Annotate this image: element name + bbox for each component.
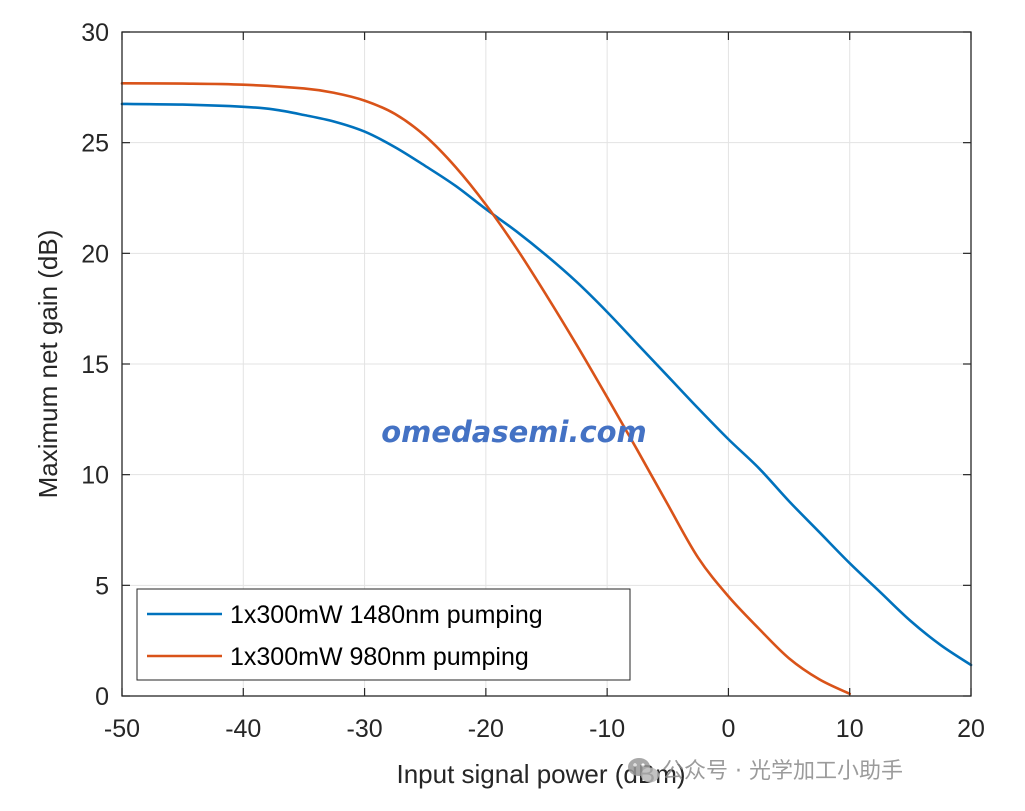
axis-tick-labels: -50 -40 -30 -20 -10 0 10 20 0 5 10 15 20 25 30 [81, 19, 985, 743]
y-tick-label: 30 [81, 19, 109, 47]
watermark-text: omedasemi.com [381, 415, 647, 449]
y-tick-label: 15 [81, 351, 109, 379]
y-tick-label: 0 [95, 683, 109, 711]
x-tick-label: -10 [589, 715, 625, 743]
x-tick-label: -30 [347, 715, 383, 743]
legend-box [136, 588, 631, 681]
legend-label-1480nm: 1x300mW 1480nm pumping [230, 601, 543, 629]
footer-text: 公众号 · 光学加工小助手 [662, 759, 903, 784]
y-tick-label: 20 [81, 240, 109, 268]
y-tick-label: 25 [81, 130, 109, 158]
y-tick-label: 10 [81, 462, 109, 490]
footer-watermark: 公众号 · 光学加工小助手 [628, 758, 903, 784]
y-tick-label: 5 [95, 572, 109, 600]
y-axis-title: Maximum net gain (dB) [33, 230, 63, 499]
x-tick-label: 20 [957, 715, 985, 743]
series-line-980nm [120, 82, 852, 696]
x-tick-label: -50 [104, 715, 140, 743]
grid-lines [122, 32, 971, 696]
x-tick-label: 0 [721, 715, 735, 743]
x-tick-label: -20 [468, 715, 504, 743]
wechat-icon [628, 758, 659, 783]
series-layer [120, 82, 973, 696]
axis-ticks [121, 31, 972, 697]
series-line-1480nm [120, 102, 973, 667]
legend: 1x300mW 1480nm pumping 1x300mW 980nm pum… [136, 588, 631, 681]
legend-label-980nm: 1x300mW 980nm pumping [230, 643, 529, 671]
x-tick-label: 10 [836, 715, 864, 743]
x-tick-label: -40 [225, 715, 261, 743]
